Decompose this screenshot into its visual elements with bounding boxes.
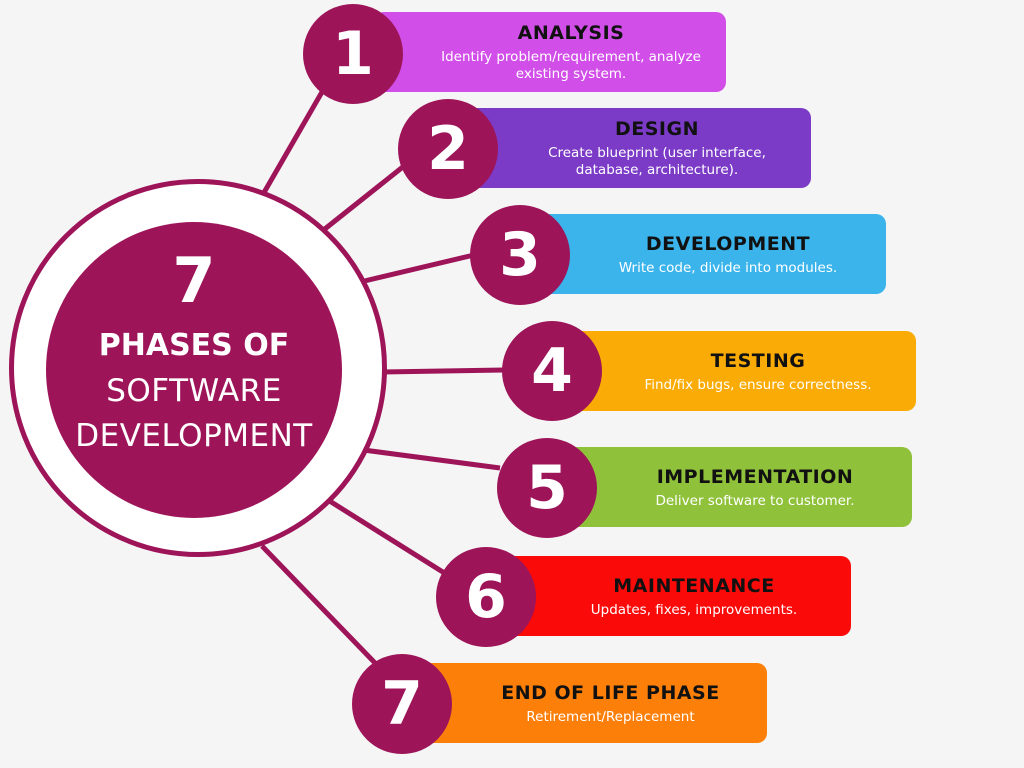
phase-description: Deliver software to customer. — [655, 493, 854, 510]
phase-description-line: Create blueprint (user interface, — [548, 145, 766, 161]
phase-description-line: Retirement/Replacement — [526, 708, 695, 725]
phase-card-design: DESIGN Create blueprint (user interface,… — [461, 108, 811, 188]
phase-description-line: Find/fix bugs, ensure correctness. — [644, 376, 872, 393]
phase-description: Updates, fixes, improvements. — [591, 602, 797, 619]
connector-7 — [260, 544, 378, 666]
hub-number: 7 — [172, 244, 216, 317]
phase-description: Find/fix bugs, ensure correctness. — [644, 377, 871, 394]
phase-title: DESIGN — [614, 118, 699, 140]
phase-title: MAINTENANCE — [613, 574, 775, 597]
phase-number-badge-5: 5 — [497, 438, 597, 538]
hub-title-line-1: PHASES OF — [98, 328, 290, 363]
phase-description: Write code, divide into modules. — [619, 260, 837, 277]
phase-title: IMPLEMENTATION — [656, 465, 854, 488]
phase-number-badge-4: 4 — [502, 321, 602, 421]
phase-number-badge-7: 7 — [352, 654, 452, 754]
connector-4 — [381, 367, 505, 375]
phase-card-implementation: IMPLEMENTATION Deliver software to custo… — [556, 447, 912, 527]
phase-card-testing: TESTING Find/fix bugs, ensure correctnes… — [558, 331, 916, 411]
phase-description-line: database, architecture). — [575, 162, 739, 178]
connector-2 — [314, 164, 406, 238]
phase-description: Identify problem/requirement, analyze ex… — [441, 49, 701, 83]
phase-number-badge-3: 3 — [470, 205, 570, 305]
connector-5 — [355, 446, 501, 471]
phase-number-badge-1: 1 — [303, 4, 403, 104]
connector-6 — [326, 497, 448, 577]
hub-circle: 7 PHASES OF SOFTWARE DEVELOPMENT — [46, 222, 342, 518]
hub-title-line-2: SOFTWARE — [106, 373, 282, 409]
phase-description: Retirement/Replacement — [526, 709, 694, 726]
phase-card-end-of-life: END OF LIFE PHASE Retirement/Replacement — [412, 663, 767, 743]
phase-description-line: Deliver software to customer. — [655, 492, 855, 509]
phase-card-analysis: ANALYSIS Identify problem/requirement, a… — [374, 12, 726, 92]
connector-3 — [355, 252, 475, 286]
phase-title: END OF LIFE PHASE — [501, 681, 720, 704]
phase-description-line: existing system. — [515, 66, 627, 82]
phase-number-badge-2: 2 — [398, 99, 498, 199]
connector-1 — [259, 90, 325, 198]
phase-description-line: Write code, divide into modules. — [618, 259, 838, 276]
phase-description-line: Identify problem/requirement, analyze — [441, 49, 701, 65]
phase-description-line: Updates, fixes, improvements. — [590, 601, 798, 618]
phase-title: ANALYSIS — [517, 22, 625, 44]
phase-card-maintenance: MAINTENANCE Updates, fixes, improvements… — [495, 556, 851, 636]
hub-title-line-3: DEVELOPMENT — [75, 418, 313, 454]
phase-number-badge-6: 6 — [436, 547, 536, 647]
phase-description: Create blueprint (user interface, databa… — [548, 145, 766, 179]
phase-card-development: DEVELOPMENT Write code, divide into modu… — [528, 214, 886, 294]
phase-title: TESTING — [710, 349, 806, 372]
phase-title: DEVELOPMENT — [645, 232, 811, 255]
